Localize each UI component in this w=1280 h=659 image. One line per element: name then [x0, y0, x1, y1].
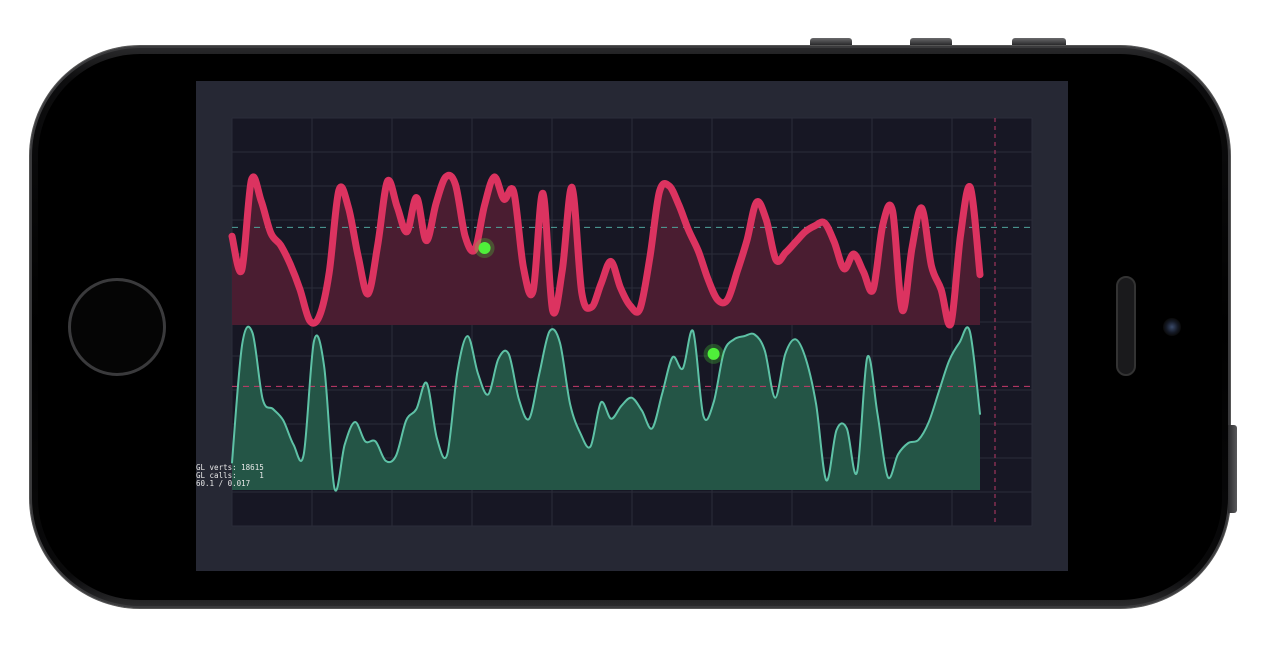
- series-b-area-fill: [232, 326, 980, 491]
- power-button: [1012, 38, 1066, 45]
- side-switch: [1228, 425, 1237, 513]
- home-button[interactable]: [68, 278, 166, 376]
- series-b-line: [231, 325, 981, 492]
- series-a-marker: [478, 242, 491, 255]
- series-b-marker: [707, 347, 720, 360]
- realtime-chart[interactable]: [196, 81, 1068, 571]
- gl-stats: GL verts: 18615 GL calls: 1 60.1 / 0.017: [196, 463, 264, 489]
- gl-verts-text: GL verts: 18615: [196, 463, 264, 472]
- series-a-line: [228, 171, 984, 329]
- camera-icon: [1163, 318, 1181, 336]
- fps-text: 60.1 / 0.017: [196, 479, 251, 489]
- speaker-grille: [1116, 276, 1136, 376]
- volume-button-1: [810, 38, 852, 45]
- app-screen[interactable]: GL verts: 18615 GL calls: 1 60.1 / 0.017: [196, 81, 1068, 571]
- volume-button-2: [910, 38, 952, 45]
- gl-calls-text: GL calls: 1: [196, 471, 264, 481]
